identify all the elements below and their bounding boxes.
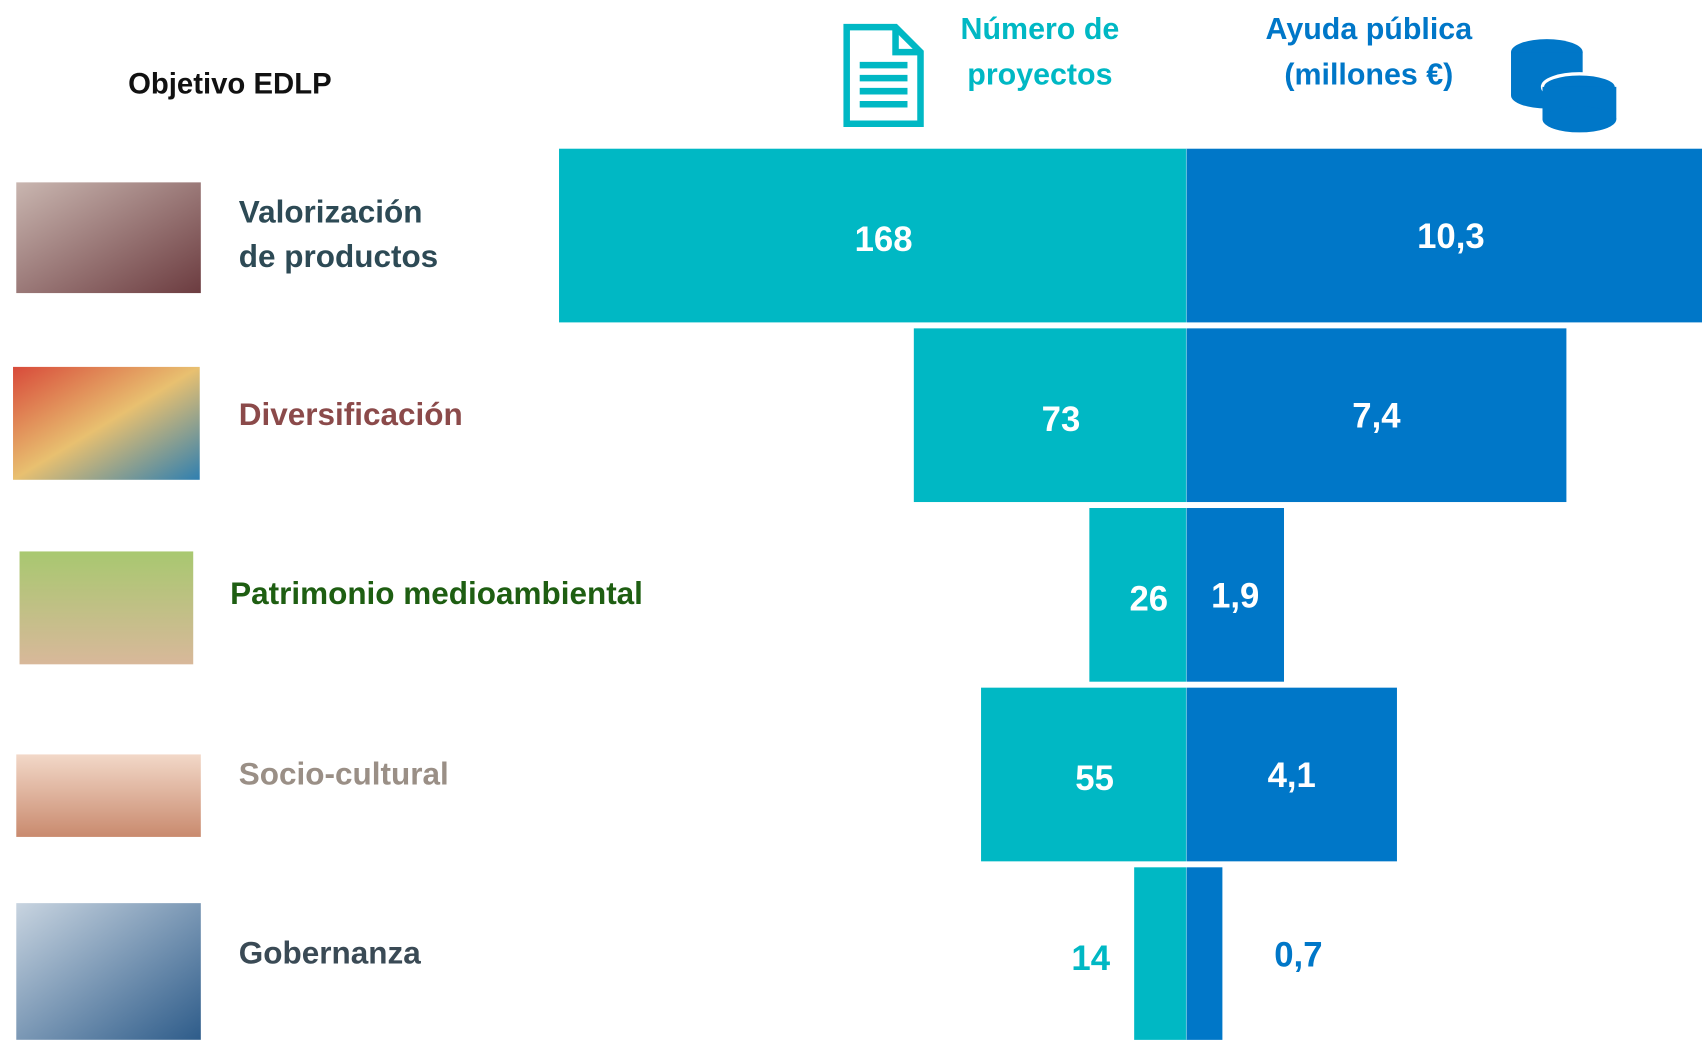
legend-entry: Número de proyectos [942, 7, 1137, 98]
photo [13, 367, 200, 480]
document-icon [847, 27, 921, 124]
value-label: 10,3 [1417, 218, 1485, 256]
photo [16, 182, 201, 293]
category-label: Diversificación [239, 393, 586, 438]
chart-canvas: 168 10,3 73 7,4 26 1,9 55 4,1 14 0,7 [0, 0, 1702, 1040]
category-label: Valorización de productos [239, 191, 456, 280]
chart: 168 10,3 73 7,4 26 1,9 55 4,1 14 0,7 Objetivo EDL… [0, 0, 1702, 1040]
value-label: 1,9 [1211, 577, 1259, 615]
coins-icon [1511, 39, 1616, 132]
bar [1186, 867, 1222, 1040]
page: 168 10,3 73 7,4 26 1,9 55 4,1 14 0,7 Objetivo EDL… [0, 0, 1702, 1040]
value-label: 73 [1042, 401, 1081, 439]
category-label: Gobernanza [239, 932, 586, 977]
value-label: 4,1 [1268, 757, 1316, 795]
value-label: 168 [855, 221, 913, 259]
value-label: 7,4 [1352, 398, 1401, 436]
category-label: Patrimonio medioambiental [230, 573, 686, 618]
photo [16, 754, 201, 836]
bar [1134, 867, 1186, 1040]
value-label: 0,7 [1274, 937, 1322, 975]
value-label: 55 [1075, 760, 1114, 798]
value-label: 14 [1071, 940, 1110, 978]
chart-title: Objetivo EDLP [128, 67, 332, 101]
category-label: Socio-cultural [239, 752, 586, 797]
photo [16, 903, 201, 1040]
legend-entry: Ayuda pública (millones €) [1244, 7, 1494, 98]
value-label: 26 [1129, 581, 1168, 619]
photo [20, 551, 194, 664]
